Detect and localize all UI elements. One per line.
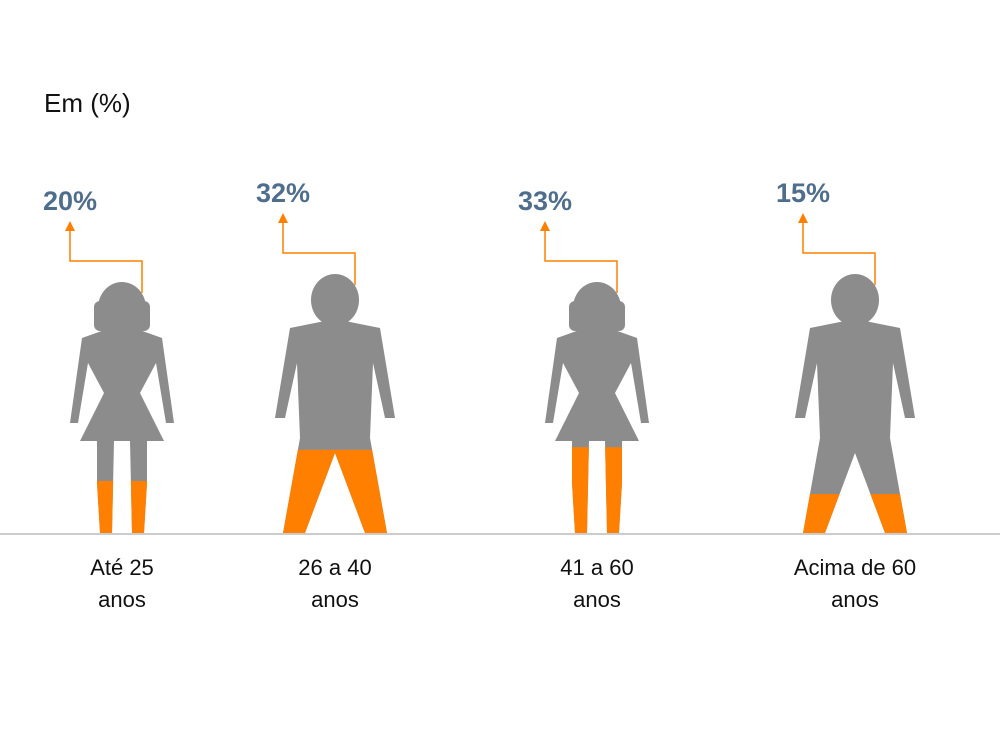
figure-head — [573, 282, 621, 334]
value-label: 32% — [256, 178, 310, 208]
chart-title: Em (%) — [44, 88, 131, 118]
connector-arrow — [540, 221, 550, 231]
value-label: 15% — [776, 178, 830, 208]
figure — [70, 282, 174, 533]
figure-head — [831, 274, 879, 326]
value-label: 33% — [518, 186, 572, 216]
figure — [795, 274, 915, 533]
connector — [544, 229, 618, 293]
category-label: 41 a 60 anos — [560, 555, 634, 612]
fill-level — [795, 494, 915, 533]
connector-arrow — [798, 213, 808, 223]
figure — [545, 282, 649, 533]
connector-arrow — [65, 221, 75, 231]
category-label: Até 25 anos — [90, 555, 154, 612]
category-label: Acima de 60 anos — [793, 555, 917, 612]
figure-head — [311, 274, 359, 326]
connector — [282, 221, 356, 285]
connector — [802, 221, 876, 285]
figure-body — [545, 328, 649, 533]
figure-head — [98, 282, 146, 334]
fill-level — [275, 449, 395, 533]
connector — [69, 229, 143, 293]
figure-body — [795, 321, 915, 533]
fill-level — [70, 481, 174, 533]
connector-arrow — [278, 213, 288, 223]
category-label: 26 a 40 anos — [298, 555, 372, 612]
value-label: 20% — [43, 186, 97, 216]
figure-body — [70, 328, 174, 533]
fill-level — [545, 447, 649, 533]
